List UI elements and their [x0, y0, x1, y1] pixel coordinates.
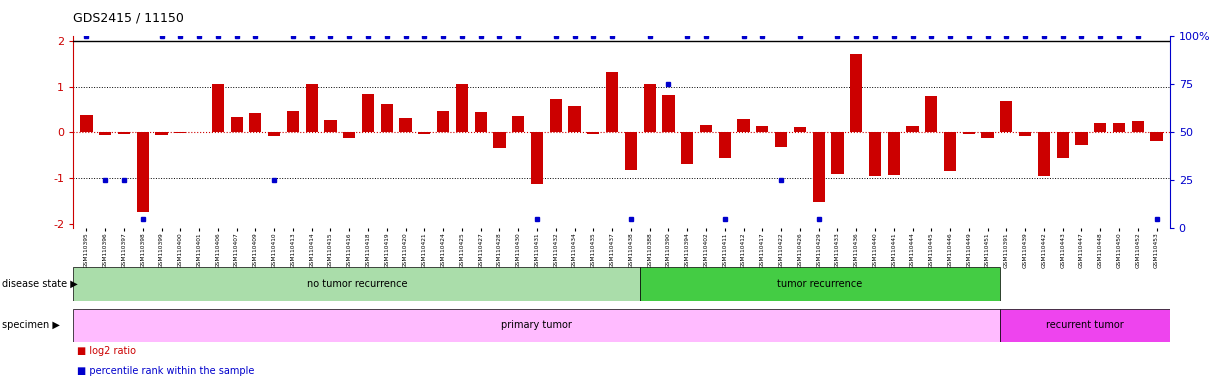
Bar — [269, 132, 281, 136]
Text: recurrent tumor: recurrent tumor — [1045, 320, 1123, 331]
Bar — [850, 54, 862, 132]
Bar — [906, 126, 918, 132]
Text: ■ log2 ratio: ■ log2 ratio — [77, 346, 136, 356]
Bar — [794, 127, 806, 132]
Text: specimen ▶: specimen ▶ — [2, 320, 60, 331]
Bar — [719, 132, 731, 157]
Bar — [569, 106, 581, 132]
Bar — [1150, 132, 1162, 141]
Bar — [756, 126, 768, 132]
Bar — [381, 104, 393, 132]
Bar — [640, 267, 1000, 301]
Bar — [926, 96, 938, 132]
Bar — [1000, 101, 1012, 132]
Bar — [643, 84, 656, 132]
Bar — [249, 113, 261, 132]
Bar — [700, 125, 712, 132]
Bar — [775, 132, 788, 147]
Bar — [211, 84, 223, 132]
Bar — [812, 132, 824, 202]
Bar — [99, 132, 111, 135]
Text: disease state ▶: disease state ▶ — [2, 279, 78, 289]
Bar — [737, 119, 750, 132]
Bar — [118, 132, 131, 134]
Bar — [305, 84, 317, 132]
Bar — [1094, 123, 1106, 132]
Bar — [869, 132, 882, 176]
Text: GDS2415 / 11150: GDS2415 / 11150 — [73, 12, 184, 25]
Bar — [962, 132, 974, 134]
Bar — [361, 94, 374, 132]
Bar — [231, 118, 243, 132]
Bar — [606, 72, 618, 132]
Text: tumor recurrence: tumor recurrence — [778, 279, 862, 289]
Bar — [73, 309, 1000, 342]
Bar — [399, 118, 411, 132]
Text: no tumor recurrence: no tumor recurrence — [306, 279, 407, 289]
Bar — [1038, 132, 1050, 176]
Bar — [531, 132, 543, 184]
Bar — [587, 132, 600, 134]
Bar — [73, 267, 640, 301]
Bar — [475, 112, 487, 132]
Bar — [982, 132, 994, 138]
Bar — [549, 99, 562, 132]
Bar — [437, 111, 449, 132]
Bar — [455, 84, 468, 132]
Bar — [343, 132, 355, 138]
Bar — [832, 132, 844, 174]
Bar — [1020, 132, 1032, 136]
Bar — [1112, 123, 1125, 132]
Bar — [1076, 132, 1088, 145]
Bar — [681, 132, 694, 164]
Bar — [1000, 309, 1170, 342]
Bar — [175, 132, 187, 133]
Bar — [512, 116, 524, 132]
Text: ■ percentile rank within the sample: ■ percentile rank within the sample — [77, 366, 254, 376]
Bar — [625, 132, 637, 170]
Text: primary tumor: primary tumor — [501, 320, 571, 331]
Bar — [137, 132, 149, 212]
Bar — [944, 132, 956, 171]
Bar — [888, 132, 900, 175]
Bar — [662, 94, 674, 132]
Bar — [287, 111, 299, 132]
Bar — [155, 132, 167, 135]
Bar — [419, 132, 431, 134]
Bar — [325, 120, 337, 132]
Bar — [1056, 132, 1068, 157]
Bar — [81, 115, 93, 132]
Bar — [493, 132, 505, 149]
Bar — [1132, 121, 1144, 132]
